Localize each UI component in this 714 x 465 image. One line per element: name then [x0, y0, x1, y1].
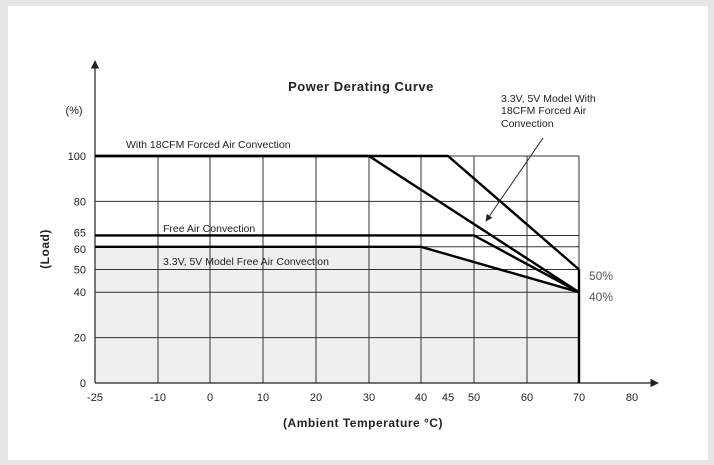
y-tick-80: 80 [74, 196, 86, 208]
callout-arrow [485, 137, 544, 222]
x-tick-45: 45 [442, 392, 454, 404]
x-tick--25: -25 [87, 392, 103, 404]
chart-title: Power Derating Curve [288, 79, 434, 94]
x-tick-60: 60 [521, 392, 533, 404]
y-axis-label: (Load) [38, 229, 52, 269]
x-tick--10: -10 [150, 392, 166, 404]
tick-labels: -25 -10 0 10 20 30 40 45 50 60 70 80 0 20 40 50 60 65 80 10… [68, 151, 638, 404]
series-label-free-air: Free Air Convection [163, 223, 255, 235]
callout-3v3-5v-forced-air: 3.3V, 5V Model With 18CFM Forced Air Con… [485, 93, 596, 222]
y-tick-100: 100 [68, 151, 86, 163]
x-axis-label: (Ambient Temperature °C) [283, 416, 443, 430]
end-label-40: 40% [589, 290, 613, 304]
shaded-region [95, 246, 579, 383]
y-unit-label: (%) [65, 105, 82, 117]
series-line-3 [95, 245, 580, 294]
x-tick-0: 0 [207, 392, 213, 404]
axes [90, 60, 659, 388]
x-tick-10: 10 [257, 392, 269, 404]
chart-card: -25 -10 0 10 20 30 40 45 50 60 70 80 0 20 40 50 60 65 80 10… [8, 6, 708, 460]
shade-area [95, 246, 579, 383]
x-tick-70: 70 [573, 392, 585, 404]
x-tick-30: 30 [363, 392, 375, 404]
series-label-3v3-5v-free-air: 3.3V, 5V Model Free Air Convection [163, 256, 329, 268]
y-tick-60: 60 [74, 244, 86, 256]
y-tick-20: 20 [74, 333, 86, 345]
series-line-2 [95, 234, 580, 294]
y-tick-0: 0 [80, 378, 86, 390]
power-derating-chart: -25 -10 0 10 20 30 40 45 50 60 70 80 0 20 40 50 60 65 80 10… [38, 60, 659, 430]
series-lines [95, 154, 581, 383]
y-tick-65: 65 [74, 227, 86, 239]
callout-line-2: 18CFM Forced Air [501, 105, 587, 117]
y-tick-40: 40 [74, 287, 86, 299]
callout-line-1: 3.3V, 5V Model With [501, 93, 596, 105]
x-tick-40: 40 [415, 392, 427, 404]
end-label-50: 50% [589, 269, 613, 283]
callout-line-3: Convection [501, 118, 554, 130]
series-label-forced-air: With 18CFM Forced Air Convection [126, 139, 291, 151]
x-tick-50: 50 [468, 392, 480, 404]
y-tick-50: 50 [74, 265, 86, 277]
series-line-1 [95, 154, 580, 271]
x-tick-80: 80 [626, 392, 638, 404]
x-tick-20: 20 [310, 392, 322, 404]
